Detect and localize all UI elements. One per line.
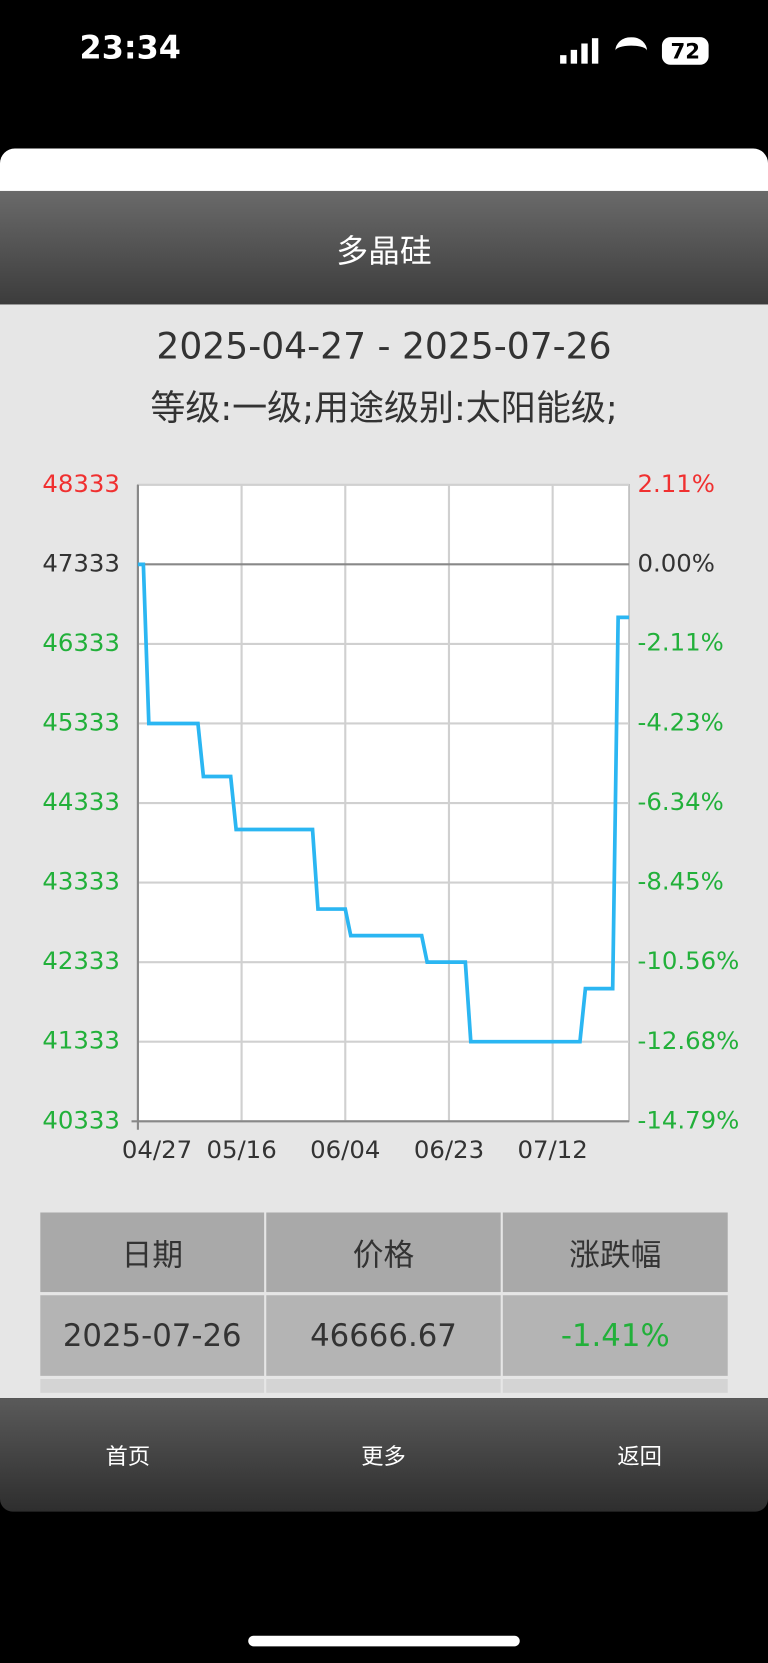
table-header: 价格 (266, 1212, 501, 1293)
chart-subtitle: 等级:一级;用途级别:太阳能级; (150, 387, 618, 429)
table-row-partial (40, 1379, 265, 1393)
y-tick-label: 41333 (42, 1026, 120, 1055)
y2-tick-label: -4.23% (638, 708, 724, 737)
y-tick-label: 44333 (42, 787, 120, 816)
y-tick-label: 40333 (42, 1105, 120, 1134)
bottom-nav: 首页 更多 返回 (0, 1398, 768, 1512)
x-tick-label: 05/16 (206, 1135, 276, 1164)
y-tick-label: 48333 (42, 469, 120, 498)
status-time: 23:34 (79, 29, 181, 67)
y2-tick-label: -2.11% (638, 628, 724, 657)
x-tick-label: 07/12 (518, 1135, 588, 1164)
table-cell: 2025-07-26 (40, 1295, 265, 1376)
nav-more[interactable]: 更多 (361, 1443, 406, 1469)
y2-tick-label: -14.79% (638, 1105, 740, 1134)
y-tick-label: 47333 (42, 548, 120, 577)
battery: 72 (661, 37, 709, 65)
table-row-partial (266, 1379, 501, 1393)
home-indicator (248, 1635, 520, 1647)
y2-tick-label: -6.34% (638, 787, 724, 816)
nav-home[interactable]: 首页 (105, 1443, 151, 1469)
x-tick-label: 04/27 (122, 1135, 192, 1164)
y2-tick-label: -8.45% (638, 866, 724, 895)
header-title: 多晶硅 (0, 190, 768, 305)
y2-tick-label: 2.11% (638, 469, 715, 498)
table-header: 日期 (40, 1212, 265, 1293)
y2-tick-label: -12.68% (638, 1026, 740, 1055)
table-cell: 46666.67 (266, 1295, 501, 1376)
table-header: 涨跌幅 (502, 1212, 728, 1293)
wifi-icon (615, 37, 648, 65)
price-line (137, 562, 630, 1044)
x-tick-label: 06/04 (310, 1135, 380, 1164)
x-tick-label: 06/23 (414, 1135, 484, 1164)
table-row-partial (502, 1379, 728, 1393)
table-cell: -1.41% (502, 1295, 728, 1376)
y-tick-label: 45333 (42, 707, 120, 736)
y-tick-label: 46333 (42, 628, 120, 657)
signal-icon (560, 38, 600, 64)
y-tick-label: 42333 (42, 946, 120, 975)
y2-tick-label: 0.00% (638, 548, 715, 577)
nav-back[interactable]: 返回 (617, 1443, 662, 1469)
chart-title: 2025-04-27 - 2025-07-26 (156, 325, 612, 369)
y2-tick-label: -10.56% (638, 946, 740, 975)
y-tick-label: 43333 (42, 867, 120, 896)
